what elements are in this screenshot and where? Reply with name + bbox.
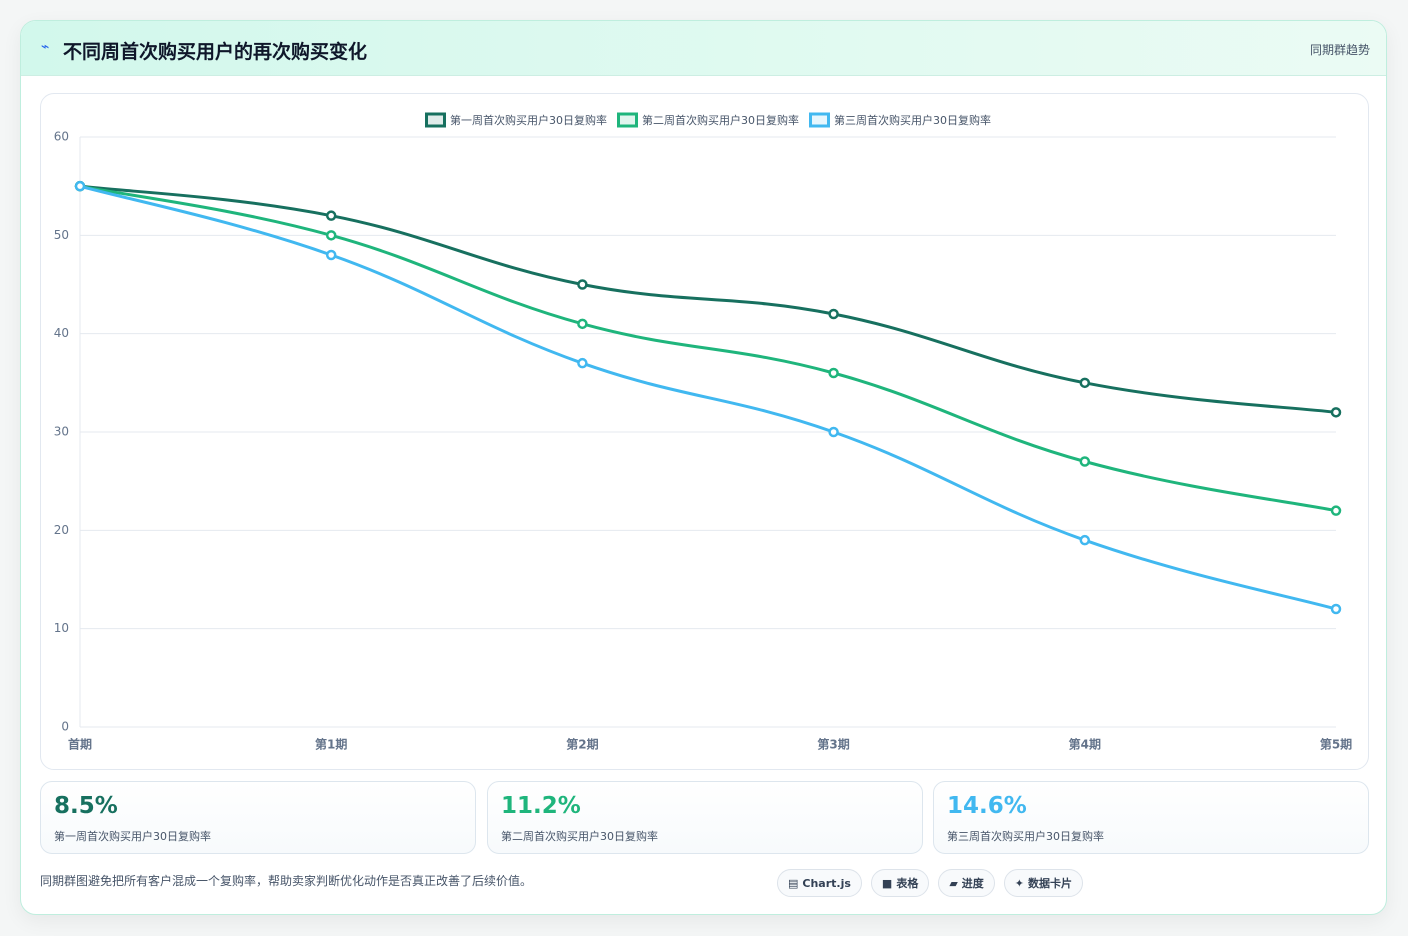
kpi-value: 8.5%: [54, 793, 118, 819]
x-tick-label: 首期: [68, 737, 92, 752]
header: ⌁ 不同周首次购买用户的再次购买变化 同期群趋势: [21, 21, 1386, 76]
series-line: [79, 184, 1337, 611]
y-tick-label: 60: [54, 130, 69, 144]
data-point: [1330, 407, 1342, 418]
y-tick-label: 0: [61, 720, 69, 734]
chip[interactable]: ▤ Chart.js: [777, 869, 862, 897]
data-point: [325, 230, 337, 241]
series-line: [79, 184, 1337, 414]
chart-panel: [40, 93, 1369, 770]
legend-swatch: [425, 112, 446, 128]
data-point: [577, 318, 588, 330]
kpi-card: 11.2% 第二周首次购买用户30日复购率: [487, 781, 923, 854]
legend-swatch: [617, 112, 638, 128]
card: ⌁ 不同周首次购买用户的再次购买变化 同期群趋势 8.5% 第一周首次购买用户30…: [20, 20, 1387, 915]
legend-label: 第三周首次购买用户30日复购率: [834, 113, 991, 127]
chips: ▤ Chart.js ■ 表格 ▰ 进度 ✦ 数据卡片: [777, 869, 1084, 897]
data-point: [1079, 377, 1091, 389]
kpi-label: 第一周首次购买用户30日复购率: [54, 830, 211, 843]
footer-note: 同期群图避免把所有客户混成一个复购率，帮助卖家判断优化动作是否真正改善了后续价值…: [40, 874, 533, 888]
chip-label: 表格: [896, 877, 919, 890]
kpi-label: 第三周首次购买用户30日复购率: [947, 830, 1104, 843]
x-tick-label: 第4期: [1069, 737, 1101, 752]
y-tick-label: 10: [54, 621, 69, 635]
data-point: [74, 180, 86, 192]
data-point: [828, 426, 839, 438]
data-point: [1330, 603, 1342, 615]
y-tick-label: 40: [54, 326, 69, 340]
kpi-card: 8.5% 第一周首次购买用户30日复购率: [40, 781, 476, 854]
data-point: [828, 367, 839, 379]
legend-label: 第二周首次购买用户30日复购率: [642, 113, 799, 127]
title: 不同周首次购买用户的再次购买变化: [63, 41, 368, 63]
chip-label: 数据卡片: [1028, 877, 1073, 890]
series-line: [79, 184, 1337, 513]
x-tick-label: 第1期: [315, 737, 347, 752]
chip[interactable]: ▰ 进度: [938, 869, 995, 897]
x-tick-label: 第5期: [1320, 737, 1352, 752]
data-point: [325, 210, 337, 221]
data-point: [577, 279, 588, 290]
data-point: [577, 357, 588, 369]
kpi-value: 14.6%: [947, 793, 1027, 819]
legend-swatch: [809, 112, 830, 128]
data-point: [828, 308, 839, 320]
legend-label: 第一周首次购买用户30日复购率: [450, 113, 607, 127]
chip[interactable]: ✦ 数据卡片: [1003, 869, 1084, 897]
y-tick-label: 20: [54, 523, 69, 537]
x-tick-label: 第2期: [566, 737, 598, 752]
data-point: [1079, 534, 1091, 546]
x-tick-label: 第3期: [817, 737, 849, 752]
y-tick-label: 50: [54, 228, 69, 242]
kpi-label: 第二周首次购买用户30日复购率: [501, 830, 658, 843]
chip-label: 进度: [961, 877, 984, 890]
kpi-card: 14.6% 第三周首次购买用户30日复购率: [933, 781, 1369, 854]
chip-label: Chart.js: [802, 876, 851, 890]
data-point: [1330, 505, 1342, 516]
data-point: [1079, 456, 1091, 467]
tag: 同期群趋势: [1309, 43, 1370, 57]
y-tick-label: 30: [54, 425, 69, 439]
icon: ⌁: [41, 39, 50, 55]
data-point: [325, 249, 337, 261]
kpi-value: 11.2%: [501, 793, 581, 819]
chip[interactable]: ■ 表格: [870, 869, 930, 897]
